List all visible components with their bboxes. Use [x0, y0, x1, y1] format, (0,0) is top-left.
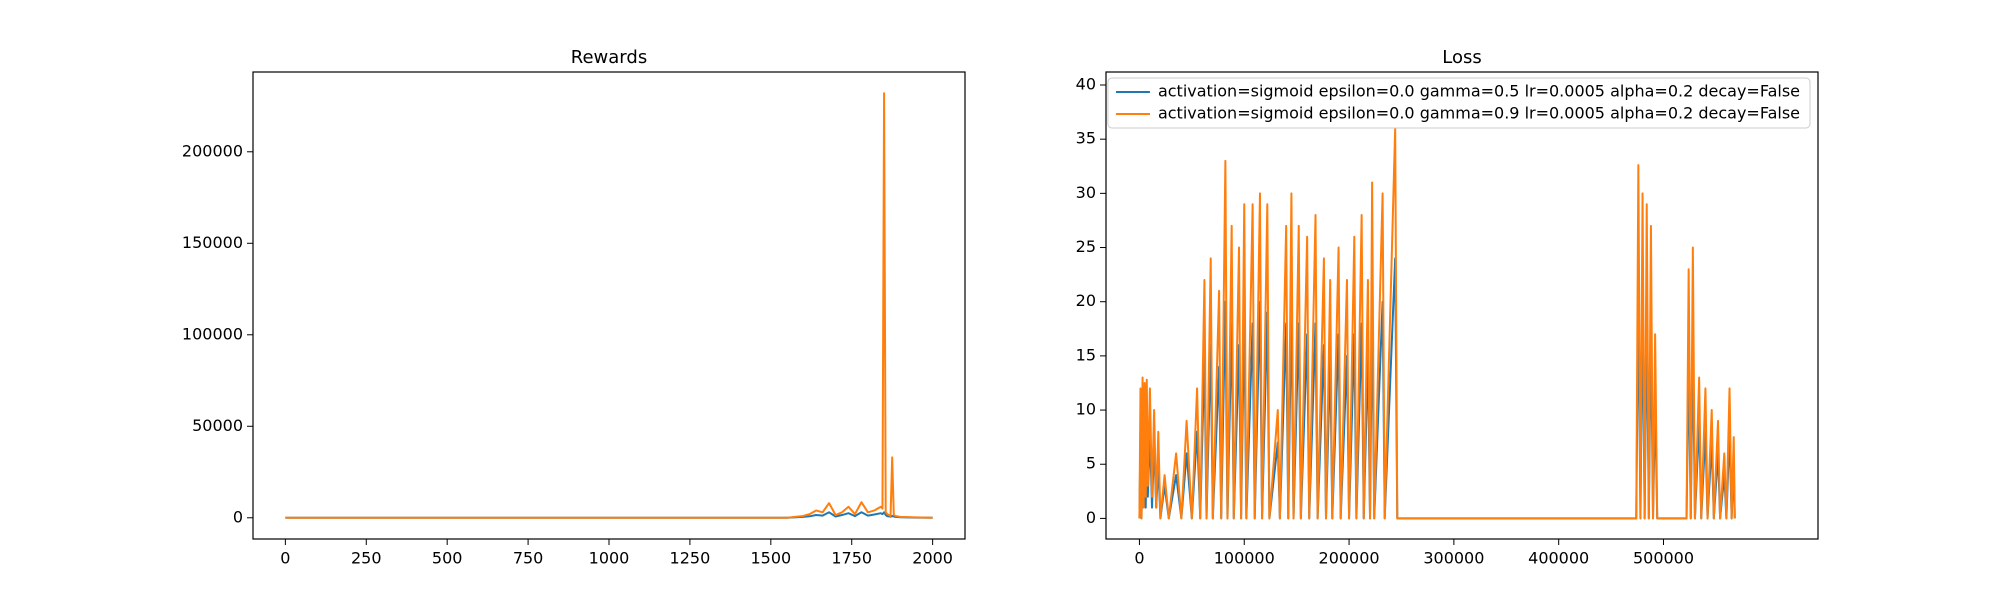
- y-tick-label: 5: [1086, 454, 1096, 473]
- data-line: [285, 92, 933, 519]
- x-tick-label: 500000: [1633, 549, 1694, 568]
- x-tick-label: 400000: [1528, 549, 1589, 568]
- y-tick-label: 150000: [182, 233, 243, 252]
- x-tick-label: 100000: [1214, 549, 1275, 568]
- x-tick-label: 1000: [589, 549, 630, 568]
- x-tick-label: 0: [280, 549, 290, 568]
- y-tick-label: 35: [1076, 129, 1096, 148]
- y-tick-label: 15: [1076, 345, 1096, 364]
- chart-title: Rewards: [571, 47, 647, 68]
- axes-frame: [1105, 71, 1819, 540]
- y-tick-label: 0: [1086, 508, 1096, 527]
- x-tick-label: 1750: [831, 549, 872, 568]
- y-tick-label: 20: [1076, 291, 1096, 310]
- data-line: [1138, 127, 1736, 520]
- x-tick-label: 0: [1134, 549, 1144, 568]
- x-tick-label: 1250: [670, 549, 711, 568]
- axes-frame: [252, 71, 966, 540]
- x-tick-label: 2000: [912, 549, 953, 568]
- subplot: Loss 0 100000 200000 300000 400000 500000 0 5 10 1…: [1076, 47, 1819, 568]
- y-tick-label: 200000: [182, 141, 243, 160]
- chart-title: Loss: [1442, 47, 1481, 68]
- y-tick-label: 50000: [192, 416, 243, 435]
- x-tick-label: 250: [351, 549, 382, 568]
- x-tick-label: 300000: [1423, 549, 1484, 568]
- legend-label: activation=sigmoid epsilon=0.0 gamma=0.5…: [1158, 82, 1800, 101]
- x-tick-label: 750: [513, 549, 544, 568]
- legend-label: activation=sigmoid epsilon=0.0 gamma=0.9…: [1158, 104, 1800, 123]
- y-tick-label: 10: [1076, 400, 1096, 419]
- x-tick-label: 1500: [750, 549, 791, 568]
- subplot: Rewards 0 250 500 750 1000 1250 1500 1750 2000 0 50…: [182, 47, 966, 568]
- x-tick-label: 500: [432, 549, 463, 568]
- legend: activation=sigmoid epsilon=0.0 gamma=0.5…: [1107, 77, 1811, 129]
- x-tick-label: 200000: [1319, 549, 1380, 568]
- y-tick-label: 100000: [182, 324, 243, 343]
- y-tick-label: 40: [1076, 75, 1096, 94]
- legend-box: [1107, 77, 1811, 129]
- y-tick-label: 30: [1076, 183, 1096, 202]
- y-tick-label: 25: [1076, 237, 1096, 256]
- y-tick-label: 0: [233, 507, 243, 526]
